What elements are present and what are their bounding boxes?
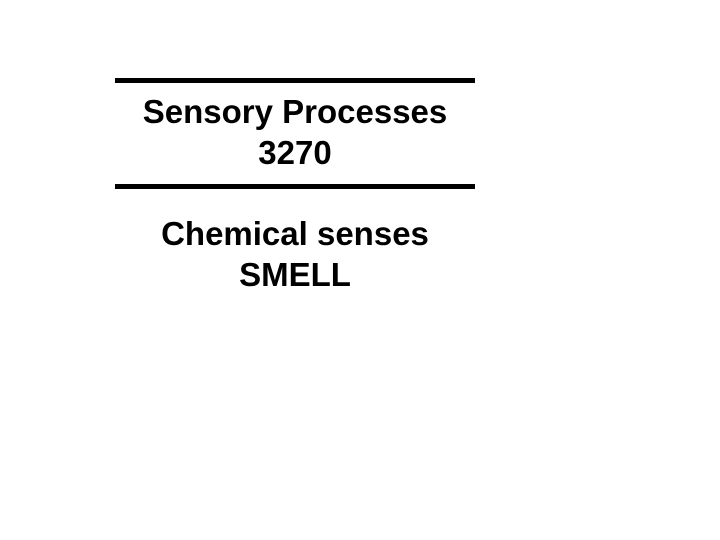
subtitle-line-2: SMELL (115, 254, 475, 295)
subtitle-group: Chemical senses SMELL (115, 189, 475, 296)
subtitle-line-1: Chemical senses (115, 213, 475, 254)
title-line-1: Sensory Processes (115, 91, 475, 132)
title-group: Sensory Processes 3270 (115, 83, 475, 184)
slide-content: Sensory Processes 3270 Chemical senses S… (115, 78, 475, 295)
title-line-2: 3270 (115, 132, 475, 173)
